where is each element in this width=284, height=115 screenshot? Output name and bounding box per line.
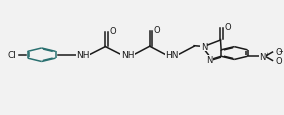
Text: HN: HN <box>165 51 179 60</box>
Text: Cl: Cl <box>7 51 16 60</box>
Text: O: O <box>109 27 116 36</box>
Text: NH: NH <box>121 51 134 60</box>
Text: NH: NH <box>76 51 90 60</box>
Text: −: − <box>278 47 283 52</box>
Text: N: N <box>260 52 266 61</box>
Text: +: + <box>264 51 269 56</box>
Text: O: O <box>275 48 282 57</box>
Text: N: N <box>206 56 213 65</box>
Text: O: O <box>275 57 282 66</box>
Text: N: N <box>201 42 207 51</box>
Text: O: O <box>154 26 160 35</box>
Text: O: O <box>224 23 231 32</box>
